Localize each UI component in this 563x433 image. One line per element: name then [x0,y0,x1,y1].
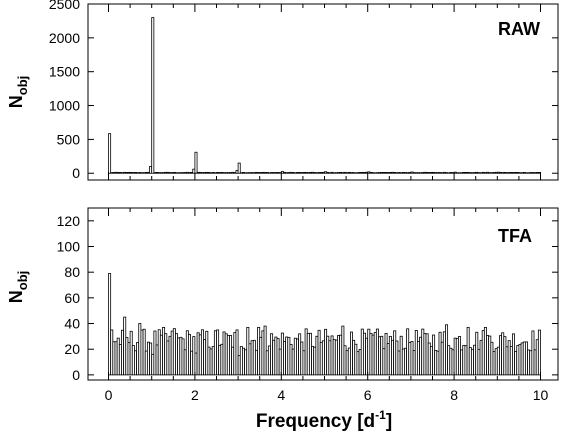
histogram-bar [194,151,198,174]
x-tick-label: 10 [533,387,549,403]
plot-frame [87,207,559,381]
y-tick-label: 20 [64,341,80,357]
x-tick-label: 2 [191,387,199,403]
y-tick-label: 1000 [49,98,80,114]
y-tick-label: 0 [72,165,80,181]
histogram-bar [235,329,239,376]
y-tick-label: 60 [64,290,80,306]
tfa-panel: 0 20 40 60 80 100 120 TFA Nobj 0 2 4 6 8 10 Frequency [… [6,207,559,432]
y-tick-label: 2500 [49,0,80,12]
histogram-bar [537,329,541,376]
plot-frame [87,3,559,181]
x-tick-label: 6 [364,387,372,403]
panel-label: RAW [498,19,540,39]
panel-label: TFA [498,226,532,246]
y-tick-label: 500 [57,131,81,147]
y-tick-label: 0 [72,367,80,383]
y-tick-label: 1500 [49,64,80,80]
y-axis-title: Nobj [6,76,30,109]
x-tick-label: 4 [277,387,285,403]
y-axis-title: Nobj [6,271,30,304]
histogram-bar [151,17,155,174]
y-tick-label: 120 [57,213,81,229]
x-axis-title: Frequency [d-1] [256,408,392,432]
histogram-bar [237,162,241,174]
histogram-bar [108,273,112,376]
y-tick-label: 100 [57,239,81,255]
y-tick-label: 40 [64,316,80,332]
y-tick-label: 80 [64,264,80,280]
histogram-bar [108,133,112,174]
x-tick-label: 8 [450,387,458,403]
y-tick-label: 2000 [49,30,80,46]
raw-panel: 0 500 1000 1500 2000 2500 RAW Nobj [6,0,559,181]
x-tick-label: 0 [105,387,113,403]
